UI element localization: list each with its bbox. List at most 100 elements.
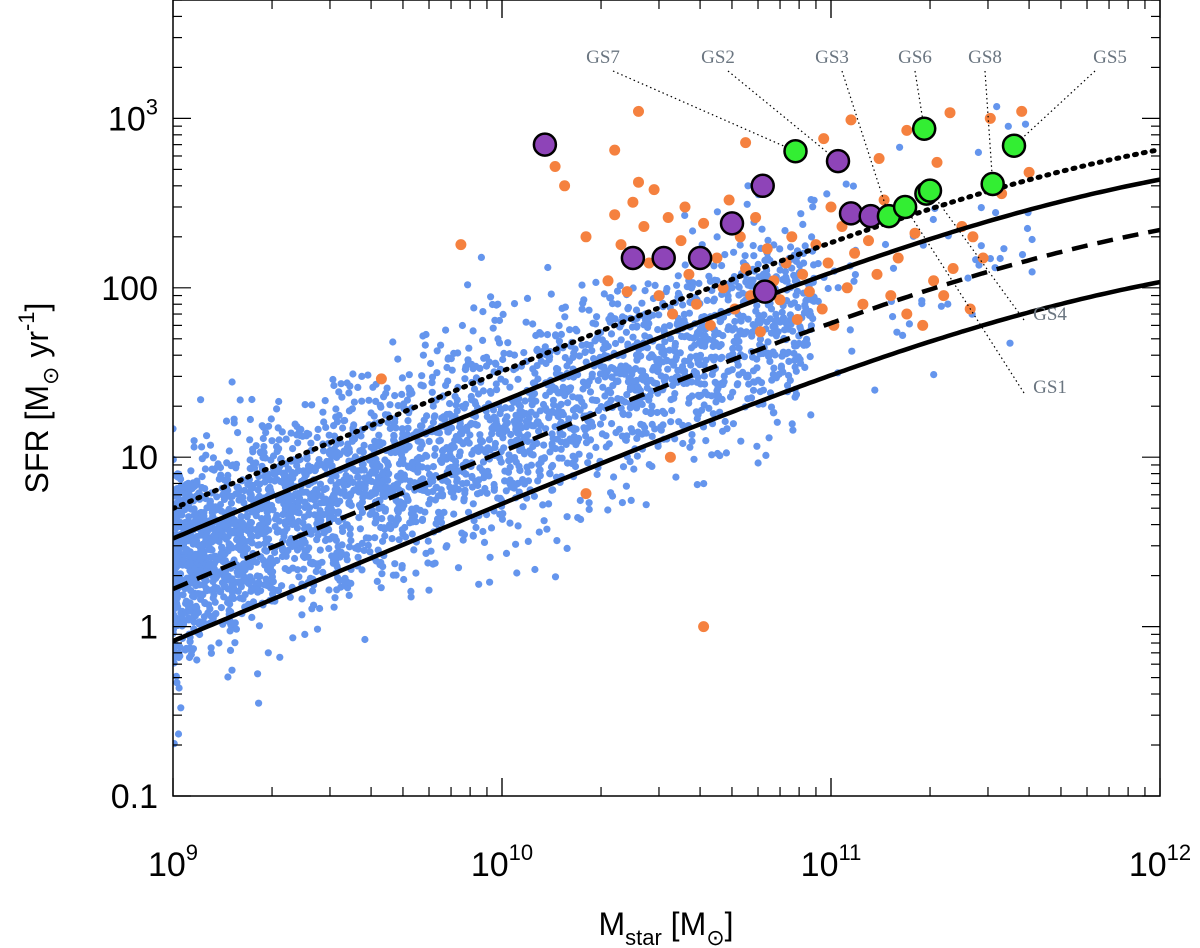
background-point xyxy=(527,408,535,416)
background-point xyxy=(605,440,613,448)
background-point xyxy=(667,418,675,426)
background-point xyxy=(236,396,244,404)
background-point xyxy=(299,432,307,440)
background-point xyxy=(519,503,527,511)
background-point xyxy=(285,497,293,506)
background-point xyxy=(361,489,369,497)
background-point xyxy=(523,419,531,427)
background-point xyxy=(899,331,907,339)
background-point xyxy=(459,536,467,544)
background-point xyxy=(789,327,797,335)
background-point xyxy=(607,330,616,338)
background-point xyxy=(224,598,232,607)
background-point xyxy=(188,592,197,600)
annotation-label-gs1: GS1 xyxy=(1033,377,1067,398)
background-point xyxy=(284,546,292,555)
orange-point xyxy=(797,268,809,280)
background-point xyxy=(476,437,485,445)
background-point xyxy=(711,331,719,339)
orange-point xyxy=(723,194,735,206)
background-point xyxy=(226,627,234,635)
background-point xyxy=(585,499,593,507)
background-point xyxy=(377,403,385,411)
background-point xyxy=(617,336,625,344)
orange-point xyxy=(375,373,387,385)
background-point xyxy=(342,474,350,482)
background-point xyxy=(403,494,412,503)
background-point xyxy=(506,463,514,471)
background-point xyxy=(782,277,790,285)
background-point xyxy=(199,581,207,589)
background-point xyxy=(377,584,385,592)
background-point xyxy=(320,418,328,426)
background-point xyxy=(543,525,551,533)
background-point xyxy=(770,364,778,372)
background-point xyxy=(681,367,689,375)
background-point xyxy=(588,370,596,378)
background-point xyxy=(287,429,295,437)
background-point xyxy=(293,490,301,498)
background-point xyxy=(974,148,983,156)
background-point xyxy=(419,332,427,340)
orange-point xyxy=(627,196,639,208)
background-point xyxy=(213,493,221,501)
background-point xyxy=(398,390,406,398)
background-point xyxy=(537,357,545,365)
orange-point xyxy=(825,201,837,213)
background-point xyxy=(312,567,320,576)
background-point xyxy=(549,396,558,404)
background-point xyxy=(440,508,448,516)
background-point xyxy=(405,371,413,379)
background-point xyxy=(238,519,247,527)
background-point xyxy=(648,432,656,440)
background-point xyxy=(656,358,665,366)
background-point xyxy=(622,482,631,490)
background-point xyxy=(395,536,403,544)
background-point xyxy=(322,484,330,493)
annotation-label-gs8: GS8 xyxy=(968,47,1002,68)
orange-point xyxy=(803,286,815,298)
background-point xyxy=(502,549,511,558)
x-tick-label: 1010 xyxy=(471,840,533,884)
background-point xyxy=(406,519,414,527)
background-point xyxy=(345,591,353,600)
background-point xyxy=(464,281,472,289)
orange-point xyxy=(559,180,571,192)
background-point xyxy=(443,363,451,372)
background-point xyxy=(407,593,415,601)
background-point xyxy=(278,428,286,436)
green-point xyxy=(917,178,943,203)
background-point xyxy=(173,672,180,680)
background-point xyxy=(719,332,727,340)
background-point xyxy=(198,590,206,598)
background-point xyxy=(313,433,321,442)
background-point xyxy=(306,559,315,567)
background-point xyxy=(427,359,435,368)
background-point xyxy=(535,528,543,536)
background-point xyxy=(200,613,208,621)
background-point xyxy=(308,401,316,409)
background-point xyxy=(1023,224,1032,233)
background-point xyxy=(521,397,529,405)
background-point xyxy=(389,338,397,346)
background-point xyxy=(394,402,402,410)
background-point xyxy=(613,369,621,377)
background-point xyxy=(630,465,638,473)
background-point xyxy=(730,248,738,256)
background-point xyxy=(809,203,817,211)
annotation-leader xyxy=(841,70,890,217)
background-point xyxy=(331,594,339,602)
background-point xyxy=(622,436,630,444)
background-point xyxy=(303,501,311,509)
annotation-label-gs3: GS3 xyxy=(815,47,849,68)
background-point xyxy=(370,412,378,420)
orange-point xyxy=(648,184,660,196)
y-tick-label: 100 xyxy=(101,270,158,308)
background-point xyxy=(522,433,530,441)
background-point xyxy=(331,533,339,541)
background-point xyxy=(301,538,309,547)
background-point xyxy=(557,418,565,426)
orange-point xyxy=(928,275,940,287)
background-point xyxy=(189,645,197,653)
background-point xyxy=(628,323,637,331)
